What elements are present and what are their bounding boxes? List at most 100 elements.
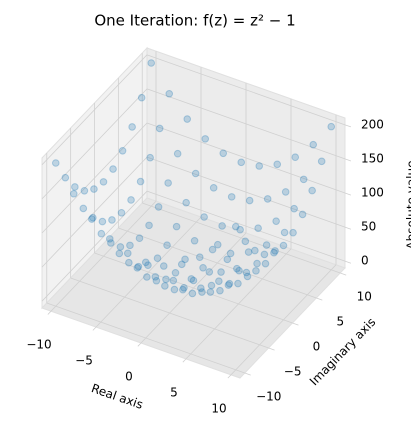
point: [99, 178, 108, 186]
point: [273, 160, 282, 169]
point: [224, 281, 233, 289]
z-tick-label: 200: [361, 117, 384, 131]
tick-mark: [244, 372, 251, 376]
point: [190, 236, 199, 245]
point: [71, 183, 79, 191]
point: [218, 222, 226, 230]
point: [127, 196, 135, 204]
point: [134, 262, 143, 271]
tick-mark: [227, 374, 232, 379]
point: [164, 179, 172, 187]
point: [107, 239, 115, 247]
grid-line: [41, 190, 148, 302]
point: [308, 186, 316, 195]
point: [251, 246, 259, 255]
point: [227, 193, 236, 201]
point: [252, 267, 260, 275]
point: [109, 165, 117, 173]
point: [179, 285, 187, 294]
point: [223, 255, 232, 264]
x-tick-label: −10: [26, 338, 51, 352]
point: [79, 204, 88, 213]
point: [271, 247, 279, 255]
tick-mark: [344, 158, 352, 162]
point: [169, 276, 178, 285]
point: [90, 185, 98, 193]
point: [200, 213, 208, 221]
point: [219, 149, 228, 158]
point: [146, 153, 154, 162]
point: [243, 272, 252, 281]
point: [233, 264, 241, 273]
point: [116, 243, 125, 251]
point: [261, 259, 270, 268]
point: [234, 279, 242, 288]
grid-line: [146, 88, 346, 160]
point: [145, 221, 153, 230]
grid-line: [41, 88, 148, 200]
point: [215, 277, 223, 285]
point: [225, 279, 234, 288]
point: [141, 258, 150, 267]
tick-mark: [340, 272, 347, 276]
point: [280, 228, 289, 237]
point: [263, 195, 272, 203]
grid-line: [142, 202, 341, 274]
point: [279, 241, 288, 250]
point: [118, 146, 127, 155]
point: [154, 203, 163, 211]
point: [117, 208, 126, 217]
point: [205, 268, 214, 276]
tick-mark: [137, 342, 142, 347]
point: [188, 289, 197, 298]
x-tick-label: 10: [211, 401, 226, 415]
point: [209, 184, 218, 192]
point: [231, 222, 240, 231]
point: [207, 281, 216, 290]
chart-title: One Iteration: f(z) = z² − 1: [94, 12, 295, 30]
y-tick-label: −10: [256, 390, 281, 404]
tick-mark: [292, 322, 299, 326]
point: [128, 123, 136, 131]
point: [242, 268, 251, 277]
point: [173, 149, 182, 158]
point: [236, 225, 244, 234]
point: [289, 228, 297, 237]
grid-line: [46, 302, 245, 374]
point: [180, 283, 188, 292]
grid-line: [146, 190, 346, 262]
y-tick-label: 0: [313, 340, 321, 354]
grid-line: [118, 227, 317, 299]
point: [61, 173, 70, 182]
point: [171, 268, 180, 277]
point: [327, 122, 336, 131]
point: [147, 59, 156, 67]
tick-mark: [344, 260, 352, 264]
tick-mark: [182, 358, 187, 363]
tick-mark: [344, 192, 352, 196]
point: [291, 153, 300, 162]
point: [162, 275, 170, 284]
point: [159, 262, 168, 270]
point: [136, 177, 145, 186]
point: [255, 162, 264, 170]
point: [153, 254, 162, 263]
grid-line: [41, 156, 148, 268]
z-tick-label: 50: [361, 220, 376, 234]
point: [213, 240, 222, 249]
point: [182, 198, 190, 207]
tick-mark: [344, 226, 352, 230]
point: [97, 229, 106, 238]
point: [177, 260, 186, 269]
point: [98, 217, 107, 226]
point: [126, 241, 134, 250]
grid-line: [146, 122, 346, 194]
point: [161, 282, 169, 290]
z-axis-label: Absolute value: [405, 160, 411, 249]
point: [89, 213, 97, 222]
tick-mark: [47, 310, 52, 315]
point: [165, 89, 174, 98]
point: [170, 285, 179, 294]
grid-line: [146, 54, 346, 126]
